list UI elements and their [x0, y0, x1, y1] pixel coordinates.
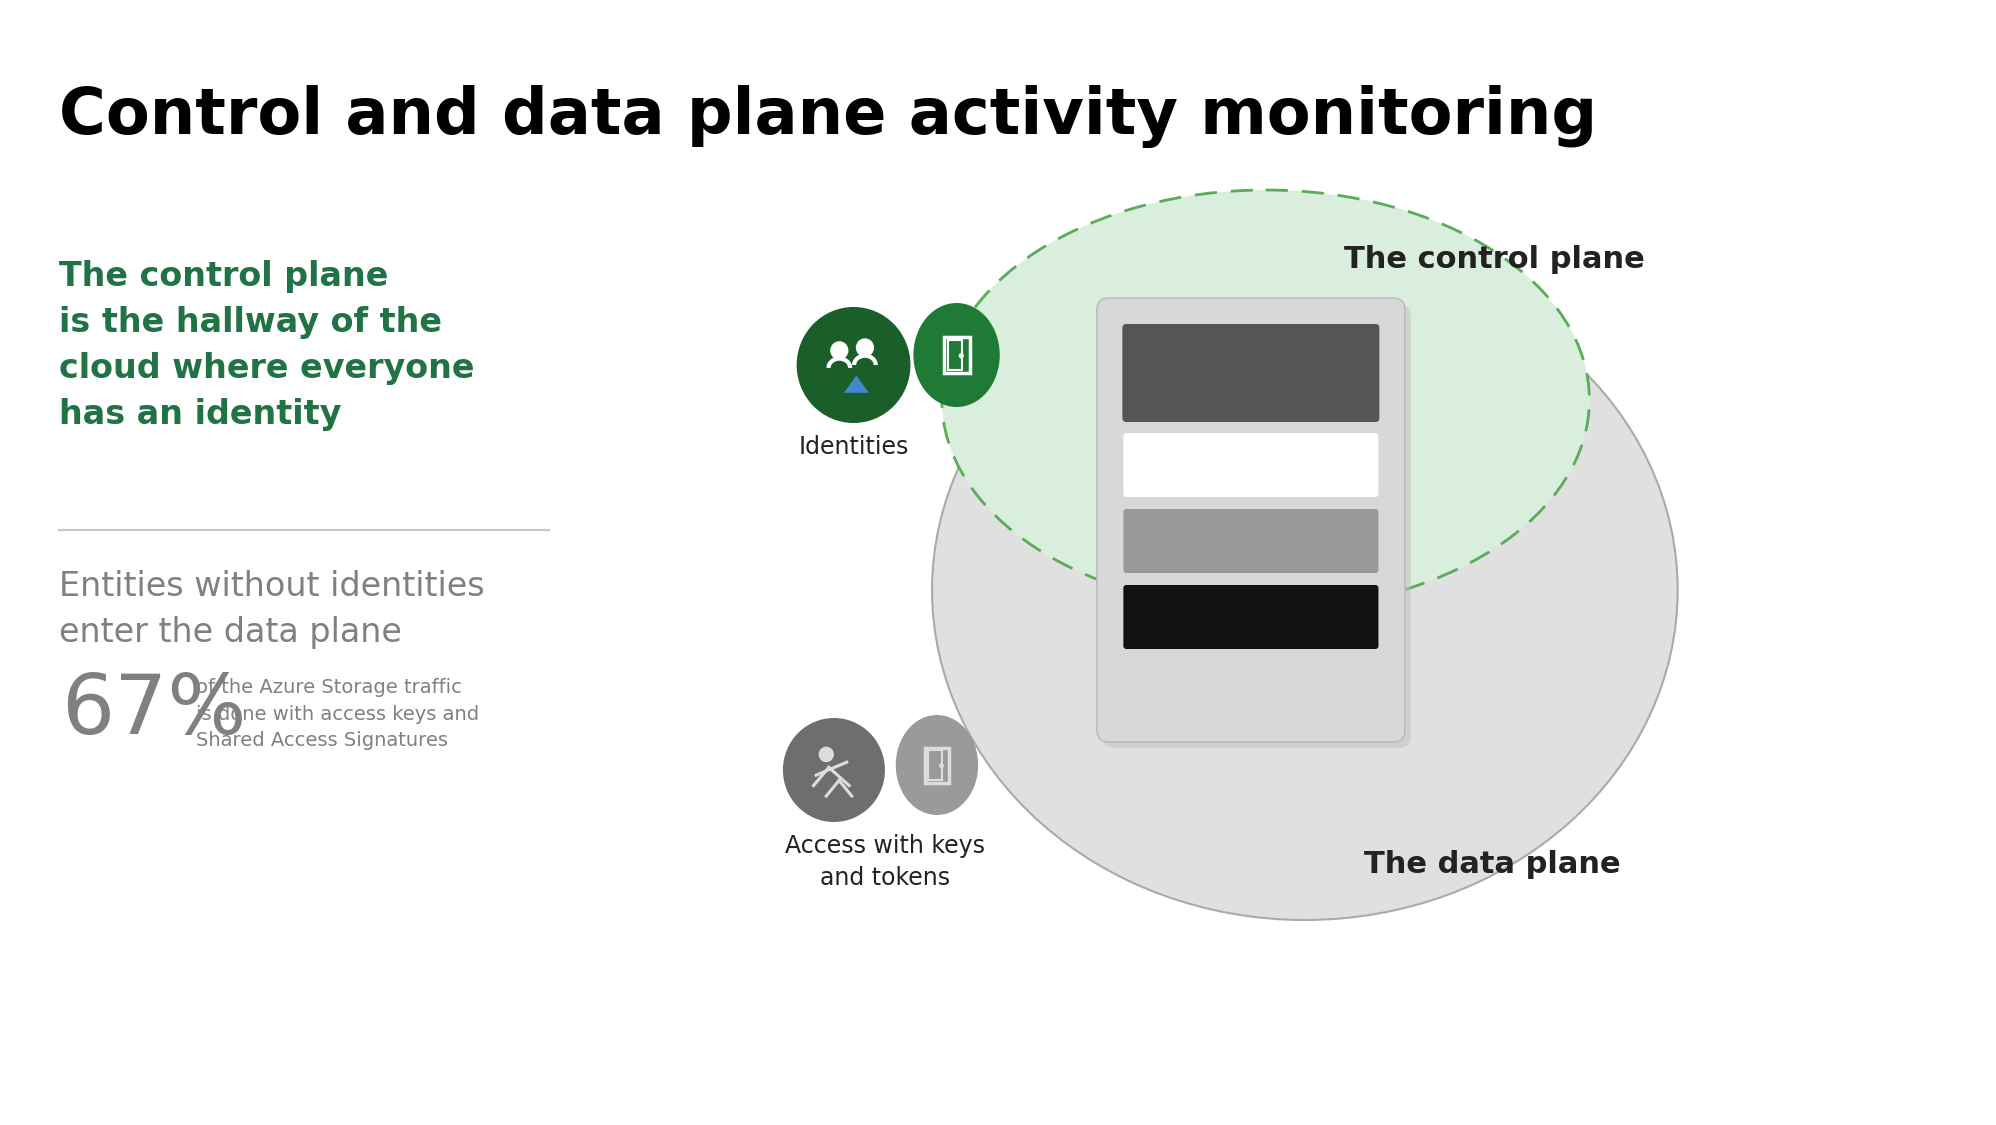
Circle shape	[830, 341, 848, 360]
Text: The control plane
is the hallway of the
cloud where everyone
has an identity: The control plane is the hallway of the …	[58, 260, 475, 431]
FancyBboxPatch shape	[1124, 585, 1379, 649]
Circle shape	[782, 718, 884, 822]
Polygon shape	[844, 376, 868, 393]
FancyBboxPatch shape	[1124, 433, 1379, 497]
Text: Control and data plane activity monitoring: Control and data plane activity monitori…	[58, 86, 1597, 148]
Text: Access with keys
and tokens: Access with keys and tokens	[786, 834, 986, 890]
FancyBboxPatch shape	[1124, 508, 1379, 573]
Circle shape	[938, 763, 944, 768]
Text: Entities without identities
enter the data plane: Entities without identities enter the da…	[58, 570, 485, 649]
Circle shape	[796, 307, 910, 423]
Circle shape	[958, 353, 964, 359]
FancyBboxPatch shape	[1102, 304, 1411, 748]
FancyBboxPatch shape	[1122, 324, 1379, 422]
FancyBboxPatch shape	[1098, 298, 1405, 742]
Ellipse shape	[942, 190, 1589, 610]
Ellipse shape	[896, 716, 978, 814]
Text: The data plane: The data plane	[1363, 850, 1621, 879]
Ellipse shape	[914, 303, 1000, 407]
Text: Identities: Identities	[798, 435, 908, 459]
Text: The control plane: The control plane	[1343, 245, 1645, 274]
Text: of the Azure Storage traffic
is done with access keys and
Shared Access Signatur: of the Azure Storage traffic is done wit…	[196, 678, 479, 750]
Text: 67%: 67%	[60, 670, 246, 752]
Ellipse shape	[932, 260, 1679, 920]
Circle shape	[818, 747, 834, 763]
Circle shape	[856, 339, 874, 357]
